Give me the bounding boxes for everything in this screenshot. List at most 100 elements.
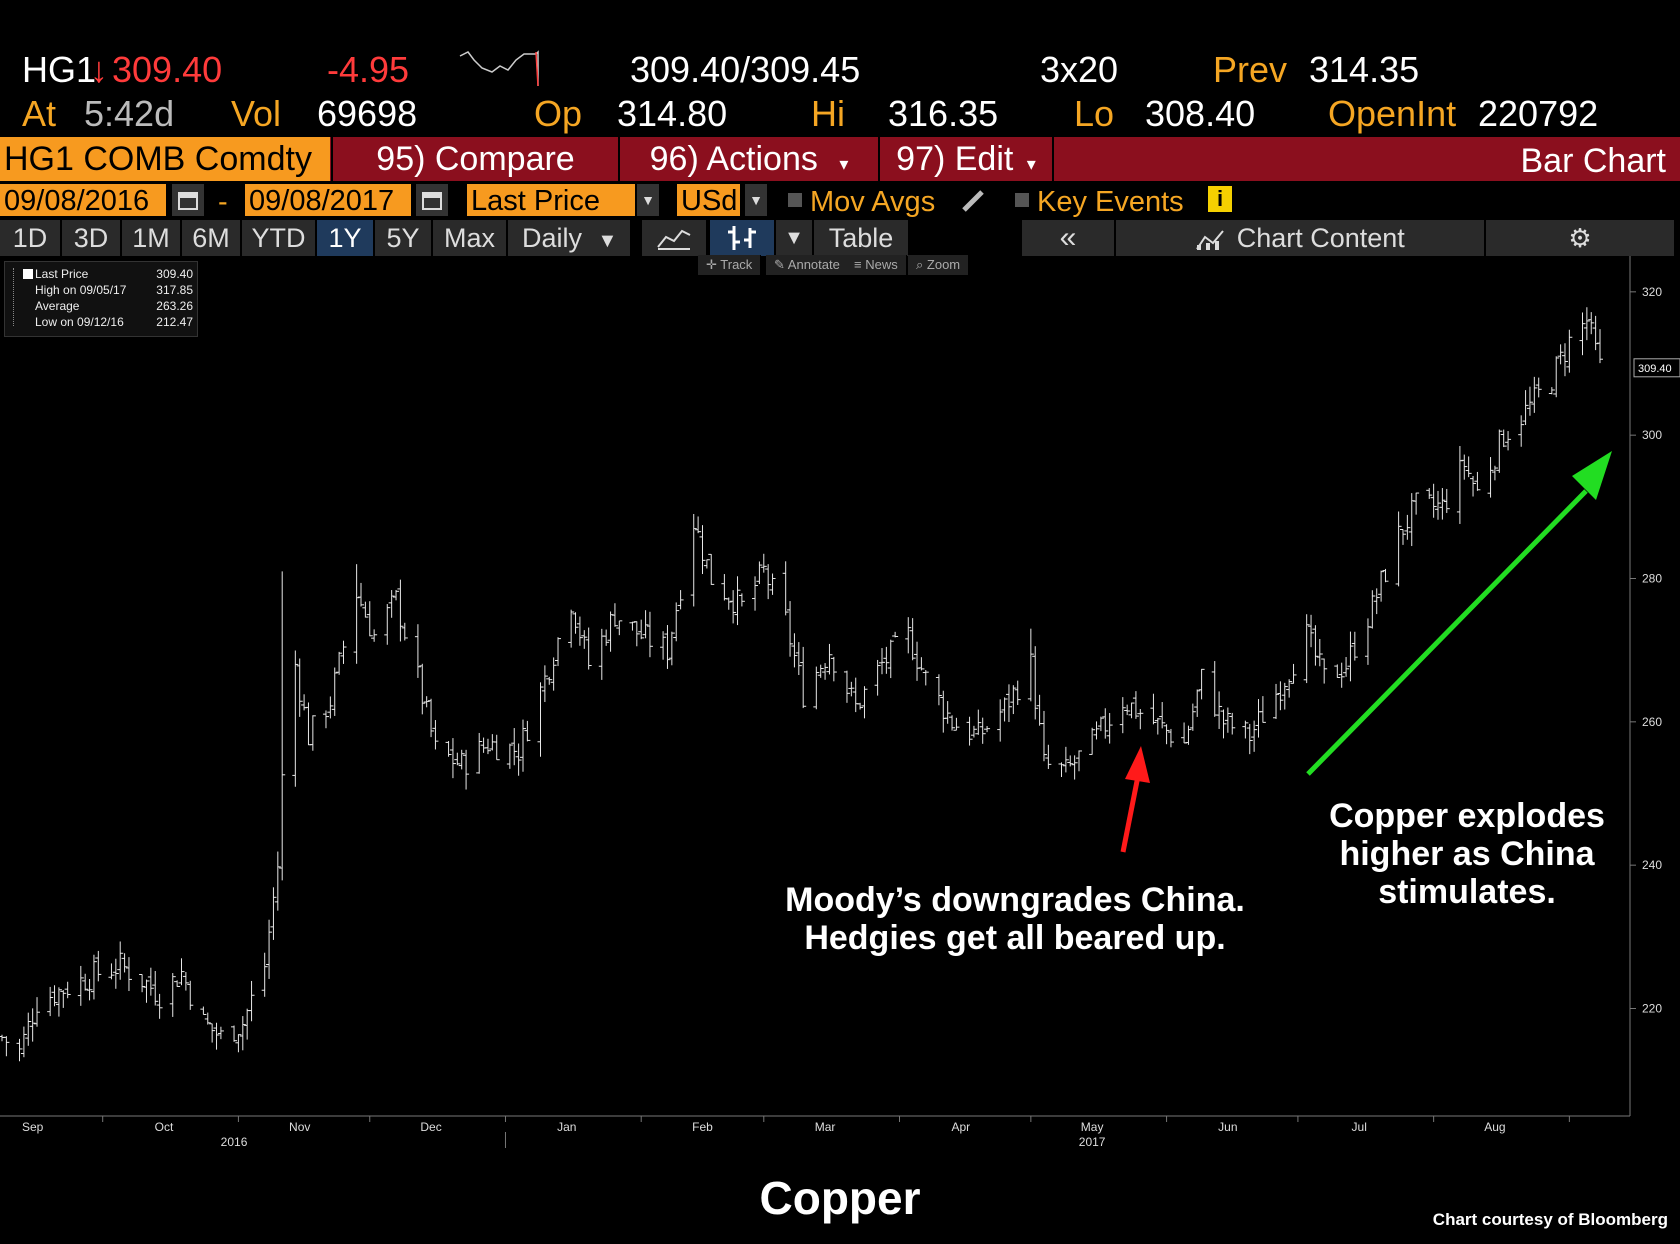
ohlc-bar xyxy=(690,514,697,607)
ohlc-bar xyxy=(822,663,829,680)
settings-gear-icon[interactable]: ⚙ xyxy=(1486,220,1676,256)
mov-avgs-checkbox[interactable] xyxy=(788,193,802,207)
ohlc-bar xyxy=(187,980,194,1010)
chart-title: Copper xyxy=(759,1172,921,1224)
security-field[interactable]: HG1 COMB Comdty xyxy=(0,137,330,181)
ohlc-bar xyxy=(47,986,54,1017)
ohlc-bar xyxy=(1097,716,1104,732)
ohlc-bar xyxy=(760,553,767,573)
range-1m[interactable]: 1M xyxy=(122,220,182,256)
line-chart-button[interactable] xyxy=(642,220,708,256)
net-change: -4.95 xyxy=(327,49,410,90)
ohlc-bar xyxy=(1338,662,1345,688)
ohlc-bar xyxy=(519,719,526,772)
ohlc-bar xyxy=(1526,386,1533,416)
ohlc-bar xyxy=(664,625,671,669)
ohlc-bar xyxy=(274,851,281,911)
range-max[interactable]: Max xyxy=(433,220,508,256)
ohlc-bar xyxy=(1566,329,1573,373)
y-tick-label: 280 xyxy=(1642,572,1662,586)
ohlc-bar xyxy=(1334,664,1341,678)
currency-select[interactable]: USd xyxy=(677,184,740,217)
caret-down-icon[interactable]: ▼ xyxy=(637,184,659,216)
ohlc-bar xyxy=(765,564,772,600)
calendar-icon[interactable] xyxy=(172,184,204,216)
price-chart[interactable]: 220 240 260 280 300 320 309.40 Sep Oct Nov Dec Jan… xyxy=(0,256,1680,1156)
ohlc-bar xyxy=(82,973,89,991)
low-price: 308.40 xyxy=(1145,93,1256,134)
line-chart-icon xyxy=(657,229,691,250)
date-separator: - xyxy=(218,186,228,218)
end-date-field[interactable]: 09/08/2017 xyxy=(245,184,411,217)
ohlc-bar xyxy=(1531,376,1538,413)
ohlc-bar xyxy=(918,657,925,671)
ohlc-bar xyxy=(966,716,973,746)
range-1d[interactable]: 1D xyxy=(0,220,62,256)
x-tick-label: Jan xyxy=(557,1120,576,1134)
ohlc-bar xyxy=(1181,722,1188,744)
field-select[interactable]: Last Price xyxy=(467,184,635,217)
chart-content-button[interactable]: Chart Content xyxy=(1116,220,1486,256)
ohlc-bar xyxy=(1443,488,1450,513)
key-events-checkbox[interactable] xyxy=(1015,193,1029,207)
ohlc-bar xyxy=(1229,712,1236,735)
zoom-tool[interactable]: ⌕ Zoom xyxy=(908,255,970,275)
open-price: 314.80 xyxy=(617,93,728,134)
ohlc-bar xyxy=(279,571,286,881)
ohlc-bar xyxy=(791,633,798,668)
edit-button[interactable]: 97) Edit ▾ xyxy=(878,137,1052,181)
start-date-field[interactable]: 09/08/2016 xyxy=(0,184,166,217)
pencil-icon[interactable] xyxy=(960,188,986,214)
ohlc-bar xyxy=(1027,628,1034,702)
range-6m[interactable]: 6M xyxy=(182,220,242,256)
table-button[interactable]: Table xyxy=(814,220,910,256)
caret-down-icon[interactable]: ▼ xyxy=(745,184,767,216)
info-icon[interactable]: i xyxy=(1208,186,1232,212)
ohlc-bar xyxy=(1413,492,1420,515)
ohlc-bar xyxy=(174,980,181,987)
chart-type-dropdown[interactable]: ▼ xyxy=(776,220,814,256)
last-price-label: 309.40 xyxy=(1638,363,1672,375)
track-tool[interactable]: ✛ Track xyxy=(698,255,762,275)
ohlc-bar xyxy=(445,741,452,757)
ohlc-bar xyxy=(660,631,667,660)
swatch-icon xyxy=(23,269,33,279)
edit-label: 97) Edit xyxy=(896,140,1014,178)
ohlc-bar xyxy=(970,725,977,738)
ohlc-bar xyxy=(182,972,189,991)
ohlc-bar xyxy=(428,698,435,738)
ohlc-bar xyxy=(1579,312,1586,356)
ohlc-icon xyxy=(728,226,756,250)
calendar-icon[interactable] xyxy=(416,184,448,216)
collapse-icon[interactable]: « xyxy=(1022,220,1116,256)
x-tick-label: Aug xyxy=(1484,1120,1505,1134)
ohlc-bar xyxy=(616,620,623,636)
ohlc-bar xyxy=(677,590,684,610)
ohlc-bar xyxy=(1347,631,1354,682)
period-select[interactable]: Daily ▼ xyxy=(508,220,632,256)
ohlc-bar xyxy=(1557,344,1564,365)
ohlc-bar xyxy=(414,624,421,678)
ohlc-bar xyxy=(1435,490,1442,520)
ohlc-bar xyxy=(1163,724,1170,745)
ohlc-bar xyxy=(725,597,732,610)
range-1y[interactable]: 1Y xyxy=(317,220,375,256)
ohlc-bar xyxy=(830,656,837,682)
bar-chart-button[interactable] xyxy=(710,220,776,256)
ohlc-bar xyxy=(1505,431,1512,451)
ohlc-bar xyxy=(476,732,483,774)
ohlc-bar xyxy=(1067,755,1074,767)
caret-down-icon: ▾ xyxy=(839,154,849,174)
ohlc-bar xyxy=(143,979,150,1003)
ohlc-bar xyxy=(0,1034,5,1042)
ohlc-bar xyxy=(366,601,373,637)
range-3d[interactable]: 3D xyxy=(62,220,122,256)
actions-button[interactable]: 96) Actions ▾ xyxy=(618,137,878,181)
news-tool[interactable]: ≡ News xyxy=(846,255,907,275)
legend-row: Last Price 309.40 xyxy=(35,267,193,281)
ohlc-bar xyxy=(1132,691,1139,719)
range-ytd[interactable]: YTD xyxy=(242,220,317,256)
compare-button[interactable]: 95) Compare xyxy=(331,137,618,181)
ohlc-bar xyxy=(800,646,807,709)
range-5y[interactable]: 5Y xyxy=(375,220,433,256)
